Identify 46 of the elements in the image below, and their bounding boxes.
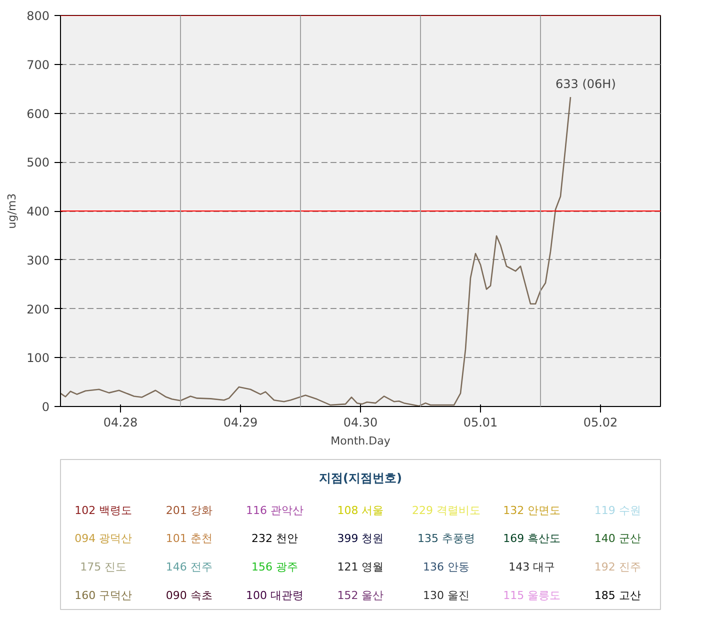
y-axis-title: ug/m3 (6, 193, 19, 229)
legend-label: 116 관악산 (246, 504, 304, 517)
legend-label: 102 백령도 (74, 504, 132, 517)
legend-label: 232 천안 (252, 532, 298, 546)
legend-label: 090 속초 (166, 588, 212, 602)
y-tick-label: 500 (26, 156, 50, 170)
x-tick-label: 05.02 (583, 416, 618, 430)
legend-label: 185 고산 (594, 588, 641, 602)
x-axis-title: Month.Day (330, 434, 391, 448)
legend-label: 175 진도 (80, 560, 127, 574)
legend-label: 146 전주 (166, 560, 212, 574)
x-tick-label: 05.01 (463, 416, 498, 430)
y-tick-label: 800 (26, 9, 50, 23)
legend-label: 152 울산 (337, 588, 384, 602)
legend-label: 229 격렬비도 (412, 504, 480, 517)
legend-label: 101 춘천 (166, 532, 212, 546)
legend-label: 201 강화 (166, 504, 212, 517)
legend-label: 108 서울 (337, 504, 384, 517)
legend-title: 지점(지점번호) (319, 470, 402, 485)
x-tick-label: 04.29 (223, 416, 258, 430)
legend-label: 121 영월 (337, 560, 384, 574)
x-tick-label: 04.30 (343, 416, 378, 430)
y-tick-label: 300 (26, 253, 50, 268)
y-tick-label: 400 (26, 204, 50, 218)
legend-label: 100 대관령 (246, 588, 304, 602)
annotation: 633 (06H) (556, 77, 616, 92)
y-tick-label: 600 (26, 106, 50, 121)
y-tick-label: 700 (26, 58, 50, 72)
x-tick-label: 04.28 (103, 416, 138, 430)
legend-label: 143 대구 (508, 560, 556, 574)
legend-label: 160 구덕산 (74, 588, 132, 602)
legend-label: 140 군산 (594, 532, 641, 546)
legend-label: 135 추풍령 (417, 532, 475, 546)
legend-label: 192 진주 (594, 560, 641, 574)
legend-label: 136 안동 (422, 560, 470, 574)
legend-label: 115 울릉도 (503, 588, 561, 602)
legend-label: 399 청원 (337, 532, 384, 546)
y-tick-label: 200 (26, 302, 50, 316)
legend-label: 169 흑산도 (503, 532, 561, 546)
y-tick-label: 0 (42, 400, 50, 414)
legend-label: 119 수원 (594, 504, 641, 517)
legend-label: 132 안면도 (503, 504, 561, 517)
legend-label: 156 광주 (252, 560, 298, 574)
legend-label: 094 광덕산 (74, 532, 132, 546)
y-tick-label: 100 (26, 351, 50, 366)
legend-label: 130 울진 (422, 588, 470, 602)
